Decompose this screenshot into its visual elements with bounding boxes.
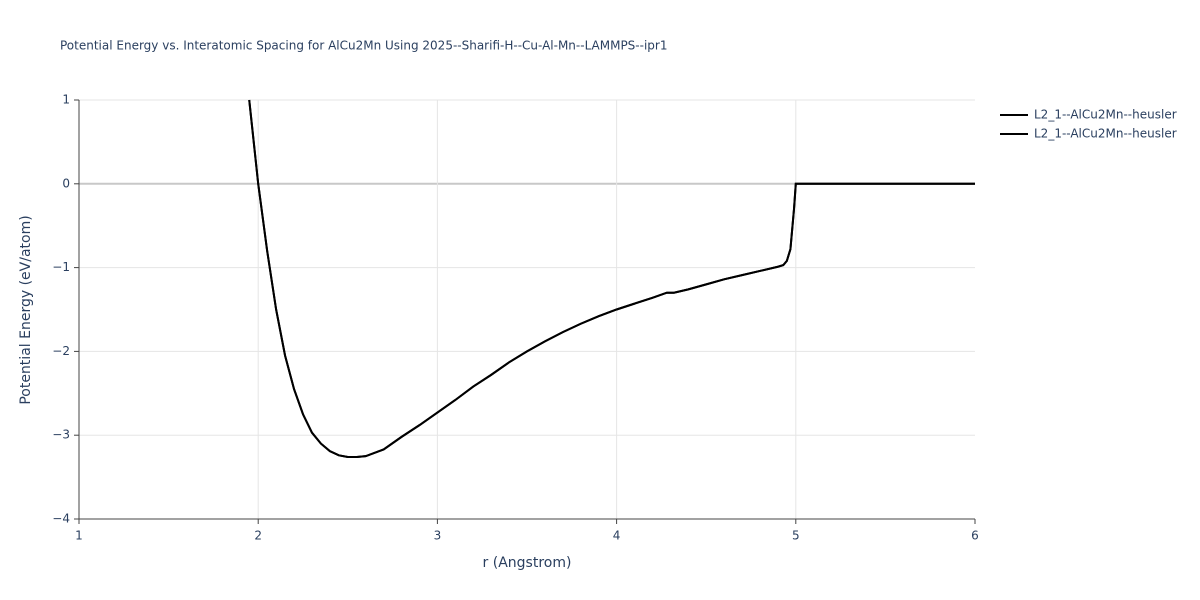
x-tick-label: 4 (613, 529, 621, 543)
y-axis-title: Potential Energy (eV/atom) (18, 215, 34, 404)
y-tick-label: −3 (52, 428, 70, 442)
x-tick-label: 3 (434, 529, 442, 543)
legend-label: L2_1--AlCu2Mn--heusler (1034, 127, 1177, 141)
chart-title: Potential Energy vs. Interatomic Spacing… (60, 39, 667, 53)
x-tick-label: 5 (792, 529, 800, 543)
x-tick-label: 6 (971, 529, 979, 543)
legend: L2_1--AlCu2Mn--heusler L2_1--AlCu2Mn--heu… (1000, 108, 1177, 141)
x-tick-label: 2 (254, 529, 262, 543)
series-line (248, 99, 975, 458)
legend-label: L2_1--AlCu2Mn--heusler (1034, 108, 1177, 122)
y-tick-label: −2 (52, 344, 70, 358)
y-tick-label: 0 (62, 176, 70, 190)
series-line (248, 99, 975, 458)
y-tick-label: −4 (52, 512, 70, 526)
x-tick-label: 1 (75, 529, 83, 543)
x-axis-title: r (Angstrom) (483, 555, 572, 571)
y-tick-label: −1 (52, 260, 70, 274)
y-tick-label: 1 (62, 93, 70, 107)
